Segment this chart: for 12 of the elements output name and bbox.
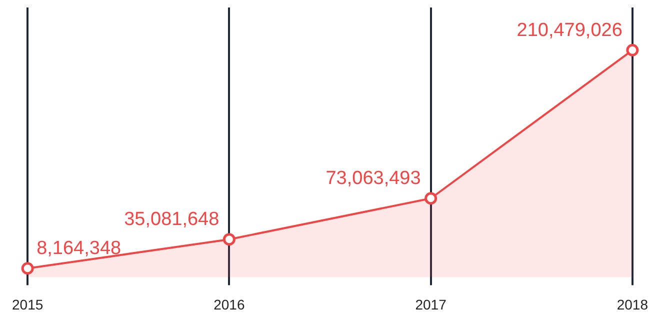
data-label: 8,164,348: [36, 238, 122, 260]
x-tick-label: 2018: [616, 296, 648, 312]
point: [626, 44, 639, 56]
point: [424, 192, 438, 205]
x-tick-label: 2016: [214, 296, 245, 312]
x-tick-label: 2015: [12, 296, 44, 312]
data-label: 35,081,648: [124, 209, 220, 230]
data-label: 210,479,026: [516, 20, 622, 41]
point: [222, 233, 236, 246]
x-tick-label: 2017: [415, 296, 447, 312]
data-label: 73,063,493: [326, 168, 421, 190]
point: [21, 262, 34, 275]
